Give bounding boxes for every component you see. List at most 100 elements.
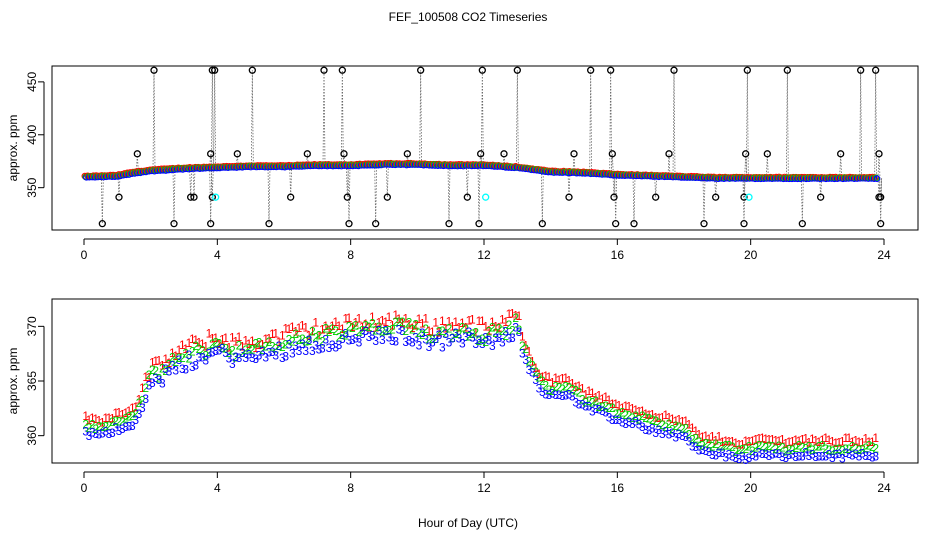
- bottom-series-1-mark: 1: [209, 332, 216, 346]
- bottom-series-2-mark: 2: [699, 438, 706, 452]
- bottom-series-1-mark: 1: [172, 349, 179, 363]
- bottom-series-1-mark: 1: [616, 399, 623, 413]
- bottom-series-3-mark: 3: [752, 450, 759, 464]
- bottom-series-1-mark: 1: [389, 318, 396, 332]
- bottom-series-2-mark: 2: [546, 383, 553, 397]
- top-flagged-point: [212, 193, 220, 201]
- bottom-series-2-mark: 2: [382, 324, 389, 338]
- bottom-series-1-mark: 1: [489, 315, 496, 329]
- top-x-axis: 0 4 8 12 16 20 24: [81, 238, 891, 262]
- bottom-series-2-mark: 2: [246, 341, 253, 355]
- bottom-series-3-mark: 3: [712, 449, 719, 463]
- bottom-series-2-mark: 2: [222, 342, 229, 356]
- bottom-series-2-mark: 2: [329, 322, 336, 336]
- bottom-series-2-mark: 2: [756, 438, 763, 452]
- bottom-series-3-mark: 3: [122, 420, 129, 434]
- bottom-series-1-mark: 1: [729, 435, 736, 449]
- bottom-series-2-mark: 2: [316, 329, 323, 343]
- bottom-series-3-mark: 3: [126, 419, 133, 433]
- bottom-series-3-mark: 3: [849, 449, 856, 463]
- bottom-series-2-mark: 2: [599, 400, 606, 414]
- bottom-series-1-mark: 1: [736, 437, 743, 451]
- bottom-series-1-mark: 1: [699, 430, 706, 444]
- bottom-series-1-mark: 1: [609, 397, 616, 411]
- bottom-series-1-mark: 1: [112, 406, 119, 420]
- bottom-series-2-mark: 2: [616, 407, 623, 421]
- bottom-series-2-mark: 2: [829, 444, 836, 458]
- bottom-series-3-mark: 3: [642, 423, 649, 437]
- bottom-series-1-mark: 1: [352, 316, 359, 330]
- bottom-series-1-mark: 1: [139, 381, 146, 395]
- bottom-series-3-mark: 3: [786, 448, 793, 462]
- bottom-series-1-mark: 1: [459, 316, 466, 330]
- top-outlier-point: [630, 220, 638, 228]
- bottom-series-2-mark: 2: [682, 422, 689, 436]
- bottom-series-3-mark: 3: [796, 450, 803, 464]
- bottom-series-3-mark: 3: [332, 340, 339, 354]
- bottom-series-1-mark: 1: [706, 432, 713, 446]
- bottom-series-3-mark: 3: [422, 332, 429, 346]
- bottom-series-3-mark: 3: [812, 450, 819, 464]
- bottom-series-3-mark: 3: [166, 365, 173, 379]
- bottom-series-2-mark: 2: [639, 409, 646, 423]
- bottom-series-2-mark: 2: [619, 406, 626, 420]
- bottom-series-3-mark: 3: [649, 421, 656, 435]
- bottom-series-2-mark: 2: [539, 374, 546, 388]
- bottom-series-2-mark: 2: [369, 317, 376, 331]
- top-outlier-point: [477, 150, 485, 158]
- bottom-series-1-mark: 1: [316, 328, 323, 342]
- bottom-series-2-mark: 2: [819, 439, 826, 453]
- bottom-series-1-mark: 1: [256, 338, 263, 352]
- bottom-series-2-mark: 2: [532, 365, 539, 379]
- bottom-series-3-mark: 3: [216, 344, 223, 358]
- bottom-series-3-mark: 3: [266, 346, 273, 360]
- bottom-series-2-mark: 2: [336, 330, 343, 344]
- bottom-series-3-mark: 3: [212, 344, 219, 358]
- bottom-series-1-mark: 1: [529, 355, 536, 369]
- top-outlier-point: [837, 150, 845, 158]
- bottom-series-3-mark: 3: [279, 351, 286, 365]
- top-outlier-point: [607, 66, 615, 74]
- bottom-series-1-mark: 1: [466, 313, 473, 327]
- bottom-series-2-mark: 2: [149, 363, 156, 377]
- bottom-series-2-mark: 2: [482, 335, 489, 349]
- bottom-series-1-mark: 1: [556, 373, 563, 387]
- bottom-series-2-mark: 2: [216, 336, 223, 350]
- bottom-series-1-mark: 1: [602, 390, 609, 404]
- bottom-series-2-mark: 2: [132, 407, 139, 421]
- bottom-series-2-mark: 2: [849, 439, 856, 453]
- bottom-series-1-mark: 1: [322, 319, 329, 333]
- bottom-series-2-mark: 2: [196, 342, 203, 356]
- bottom-series-1-mark: 1: [189, 332, 196, 346]
- top-connector-lines: [100, 70, 883, 224]
- bottom-series-3-mark: 3: [556, 388, 563, 402]
- bottom-series-3-mark: 3: [589, 405, 596, 419]
- bottom-series-1-mark: 1: [409, 321, 416, 335]
- bottom-series-3-mark: 3: [342, 326, 349, 340]
- bottom-series-3-mark: 3: [439, 341, 446, 355]
- bottom-series-3-mark: 3: [679, 429, 686, 443]
- bottom-series-3-mark: 3: [172, 364, 179, 378]
- bottom-series-3-mark: 3: [862, 449, 869, 463]
- top-outlier-point: [612, 220, 620, 228]
- top-outlier-point: [608, 150, 616, 158]
- top-outlier-point: [817, 193, 825, 201]
- bottom-series-3-mark: 3: [339, 332, 346, 346]
- bottom-series-2-mark: 2: [462, 322, 469, 336]
- bottom-series-1-mark: 1: [212, 331, 219, 345]
- bottom-series-1-mark: 1: [569, 377, 576, 391]
- bottom-series-2-mark: 2: [86, 421, 93, 435]
- top-outlier-point: [98, 220, 106, 228]
- bottom-series-1-mark: 1: [239, 339, 246, 353]
- bottom-series-1-mark: 1: [412, 318, 419, 332]
- bottom-series-2-mark: 2: [716, 439, 723, 453]
- bottom-series-2-mark: 2: [689, 432, 696, 446]
- bottom-series-1-mark: 1: [312, 316, 319, 330]
- bottom-series-1-mark: 1: [536, 367, 543, 381]
- bottom-series-3-mark: 3: [309, 344, 316, 358]
- bottom-series-1-mark: 1: [869, 435, 876, 449]
- bottom-series-1-mark: 1: [82, 409, 89, 423]
- bottom-series-2-mark: 2: [406, 315, 413, 329]
- top-outlier-point: [570, 150, 578, 158]
- bottom-series-3-mark: 3: [369, 329, 376, 343]
